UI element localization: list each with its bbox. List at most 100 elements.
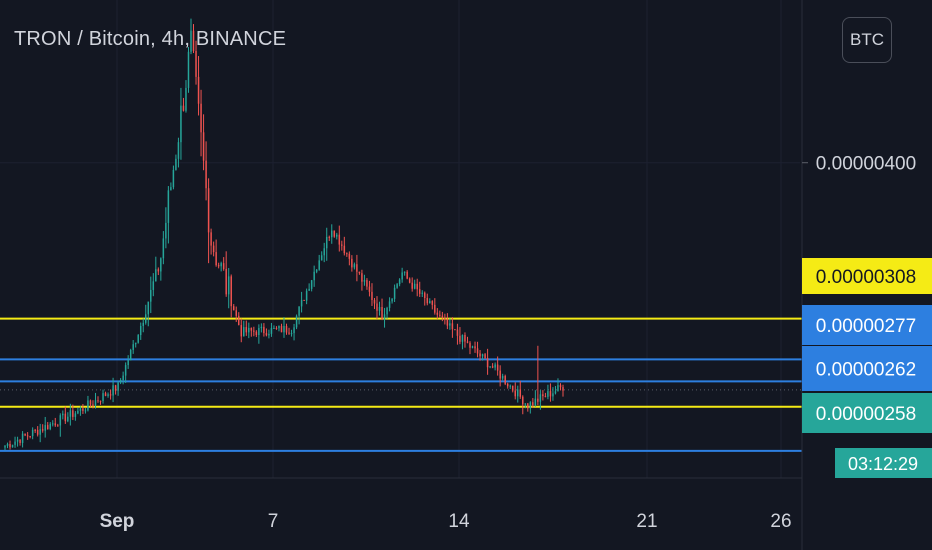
candle-body bbox=[238, 315, 240, 326]
candle-body bbox=[49, 423, 51, 430]
candle-body bbox=[295, 315, 298, 328]
candle-body bbox=[72, 410, 74, 417]
candle-body bbox=[532, 402, 534, 406]
candle-body bbox=[67, 416, 69, 422]
candle-body bbox=[265, 333, 268, 336]
candle-body bbox=[29, 436, 31, 438]
candle-body bbox=[230, 276, 232, 307]
candle-body bbox=[11, 444, 14, 448]
candle-body bbox=[250, 327, 253, 331]
candle-body bbox=[16, 439, 19, 442]
candle-body bbox=[320, 255, 323, 261]
candle-body bbox=[361, 273, 363, 282]
candle-body bbox=[182, 105, 185, 111]
candle-body bbox=[283, 325, 285, 333]
candle-body bbox=[552, 393, 554, 397]
candle-body bbox=[185, 87, 187, 111]
candle-body bbox=[376, 303, 378, 311]
candle-body bbox=[212, 245, 215, 253]
candle-body bbox=[112, 385, 114, 396]
candle-body bbox=[205, 160, 207, 189]
candle-body bbox=[331, 230, 333, 238]
candle-body bbox=[431, 301, 434, 305]
candle-body bbox=[315, 269, 318, 272]
candle-body bbox=[180, 105, 182, 143]
candle-body bbox=[124, 365, 127, 376]
candle-body bbox=[303, 299, 305, 301]
price-label-bg bbox=[802, 346, 932, 391]
candle-body bbox=[6, 443, 9, 446]
candle-body bbox=[341, 244, 343, 246]
candle-body bbox=[109, 394, 112, 396]
candle-body bbox=[353, 264, 356, 268]
candle-body bbox=[200, 103, 202, 133]
candles bbox=[4, 18, 564, 451]
candle-body bbox=[491, 366, 494, 368]
candle-body bbox=[258, 328, 260, 336]
candle-body bbox=[87, 400, 89, 411]
candle-body bbox=[162, 238, 165, 259]
x-tick-label: 7 bbox=[268, 511, 279, 532]
candle-body bbox=[165, 222, 167, 239]
candle-body bbox=[444, 317, 446, 320]
candle-body bbox=[114, 385, 117, 391]
candle-body bbox=[4, 445, 6, 448]
candle-body bbox=[373, 300, 376, 304]
candle-body bbox=[489, 366, 491, 368]
currency-button[interactable]: BTC bbox=[842, 17, 892, 63]
candle-body bbox=[160, 258, 162, 272]
candle-body bbox=[170, 187, 172, 191]
candle-body bbox=[519, 389, 522, 397]
candle-body bbox=[328, 236, 330, 238]
candle-body bbox=[155, 269, 157, 282]
candle-body bbox=[509, 385, 511, 387]
candle-body bbox=[499, 370, 501, 379]
candle-body bbox=[403, 271, 406, 273]
price-label: 0.00000308 bbox=[816, 267, 916, 288]
candle-body bbox=[494, 364, 496, 368]
candle-body bbox=[202, 132, 205, 161]
price-labels: 0.00000308 0.00000277 0.00000262 0.00000258… bbox=[802, 258, 932, 478]
candle-body bbox=[132, 344, 134, 350]
candle-body bbox=[511, 385, 514, 391]
candle-body bbox=[14, 441, 16, 445]
candle-body bbox=[522, 396, 524, 405]
candle-body bbox=[142, 322, 144, 326]
candle-body bbox=[268, 333, 270, 336]
candle-body bbox=[122, 375, 124, 380]
candle-body bbox=[119, 379, 122, 383]
candle-body bbox=[527, 403, 529, 409]
candle-body bbox=[127, 360, 129, 366]
candle-body bbox=[529, 402, 532, 409]
candle-body bbox=[308, 288, 310, 291]
candle-body bbox=[534, 398, 537, 406]
candle-body bbox=[175, 158, 177, 170]
candle-body bbox=[41, 429, 44, 431]
candle-body bbox=[225, 268, 227, 295]
candle-body bbox=[318, 260, 320, 270]
candle-body bbox=[454, 329, 456, 331]
candle-body bbox=[461, 334, 464, 342]
candle-body bbox=[245, 327, 248, 333]
candle-body bbox=[383, 314, 386, 320]
candle-body bbox=[19, 439, 21, 443]
candle-body bbox=[280, 325, 283, 333]
candle-body bbox=[514, 390, 516, 397]
candle-body bbox=[408, 278, 411, 283]
candle-body bbox=[363, 280, 366, 282]
candle-body bbox=[393, 287, 396, 299]
candle-body bbox=[285, 325, 288, 333]
candle-body bbox=[79, 408, 82, 411]
candle-body bbox=[97, 400, 99, 402]
candle-body bbox=[547, 391, 549, 397]
candle-body bbox=[486, 358, 489, 368]
candle-body bbox=[356, 264, 358, 272]
candle-body bbox=[177, 142, 180, 159]
candle-body bbox=[34, 429, 36, 431]
candle-body bbox=[496, 364, 499, 371]
candle-body bbox=[89, 400, 92, 405]
candle-body bbox=[386, 307, 388, 315]
candle-body bbox=[300, 299, 303, 307]
candle-body bbox=[31, 429, 34, 437]
